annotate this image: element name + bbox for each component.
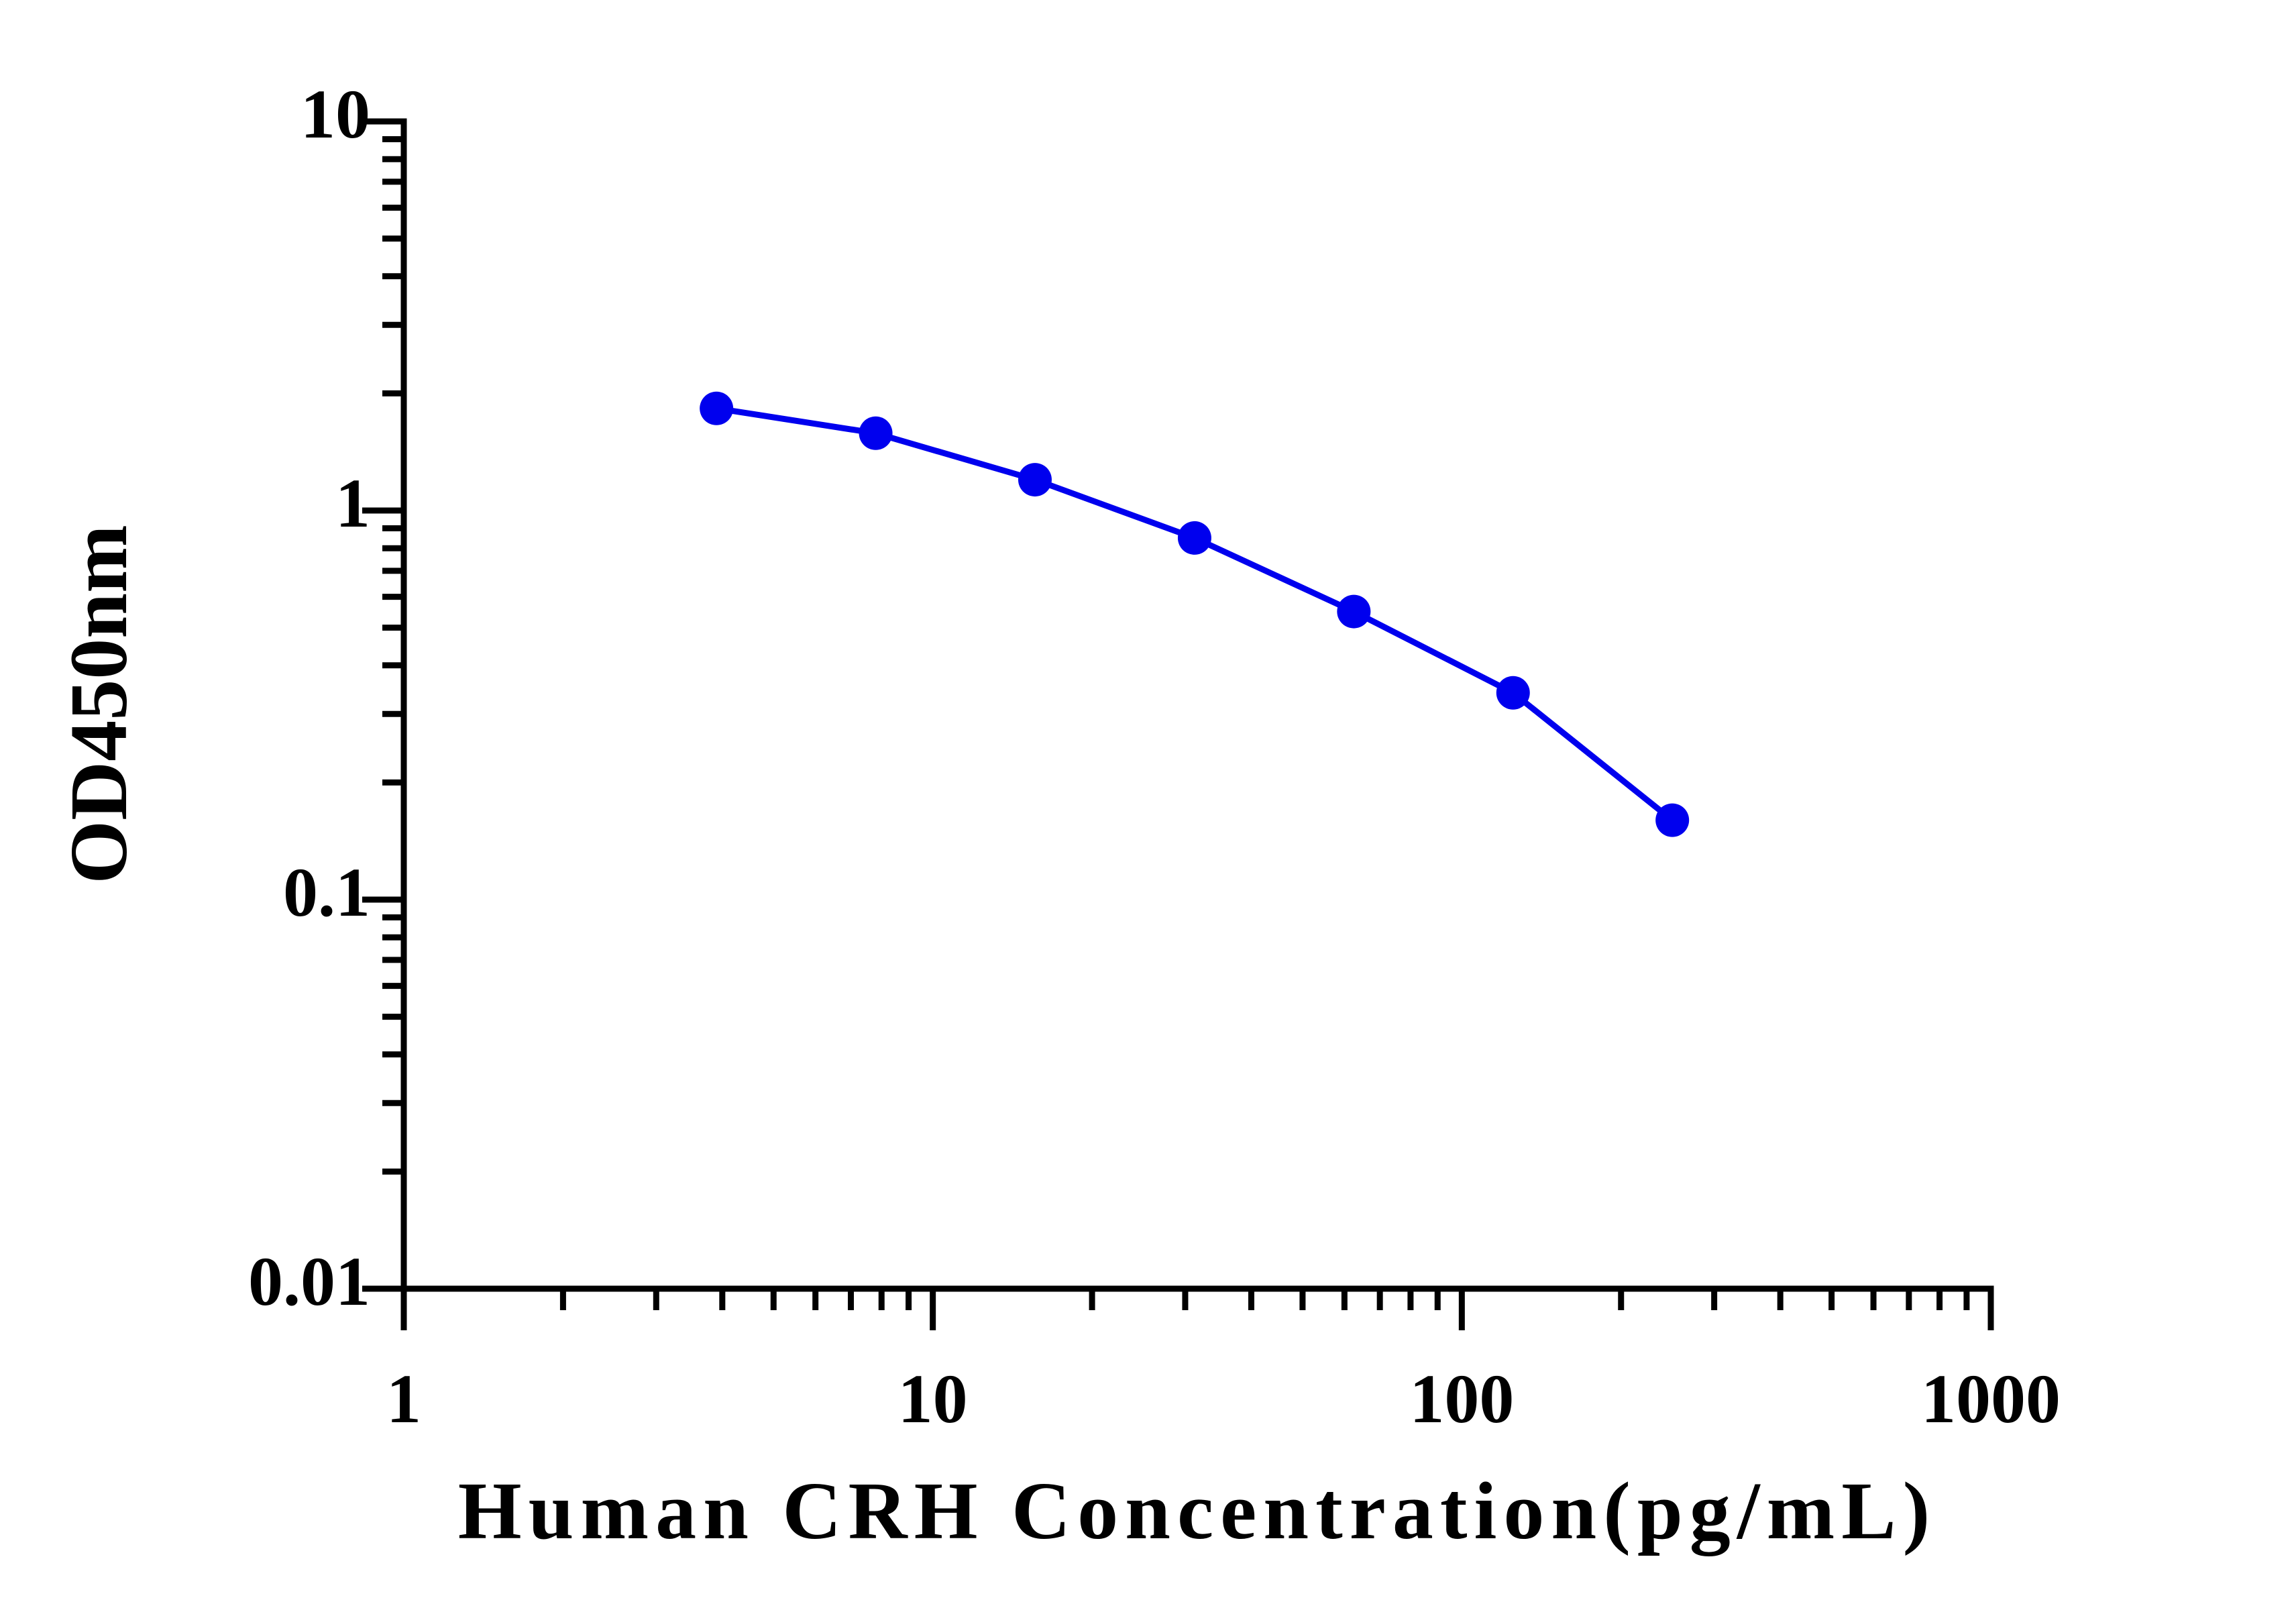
x-tick-label: 1000: [1921, 1360, 2061, 1438]
y-tick-label: 0.1: [283, 854, 370, 931]
x-axis-title: Human CRH Concentration(pg/mL): [458, 1466, 1937, 1556]
y-tick-label: 10: [300, 76, 370, 153]
data-point: [1018, 463, 1052, 497]
y-tick-label: 0.01: [248, 1243, 370, 1320]
data-point: [700, 391, 734, 425]
x-tick-label: 100: [1409, 1360, 1514, 1438]
y-tick-label: 1: [335, 465, 370, 542]
x-tick-label: 10: [898, 1360, 968, 1438]
data-point: [1496, 676, 1530, 710]
data-point: [1337, 594, 1371, 629]
x-tick-label: 1: [386, 1360, 421, 1438]
y-axis-title: OD450nm: [54, 525, 144, 884]
data-point: [1655, 803, 1690, 837]
data-point: [859, 416, 893, 450]
data-point: [1177, 521, 1211, 555]
